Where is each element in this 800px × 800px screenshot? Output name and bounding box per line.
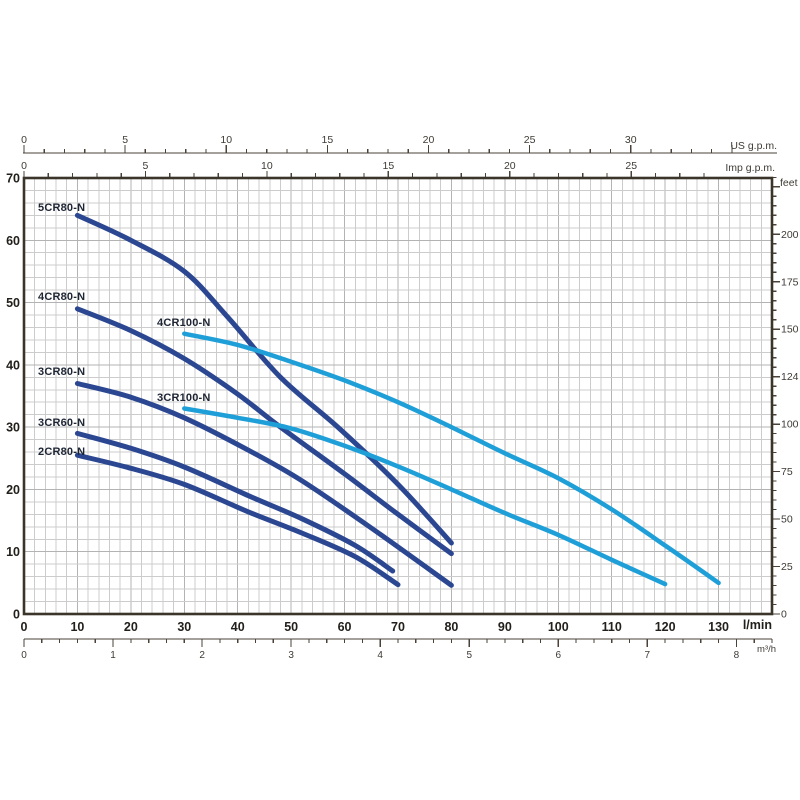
m3h-axis-unit-label: m³/h [757, 644, 776, 655]
tick-label: 100 [781, 419, 799, 431]
tick-label: 25 [781, 561, 793, 573]
tick-label: 0 [21, 650, 27, 661]
tick-label: 20 [504, 160, 516, 172]
tick-label: 120 [655, 620, 676, 634]
plot-border [22, 176, 774, 616]
tick-label: 90 [498, 620, 512, 634]
tick-label: 50 [284, 620, 298, 634]
tick-label: 5 [143, 160, 149, 172]
tick-label: 40 [231, 620, 245, 634]
m3h-axis: 0 1 2 3 4 5 6 7 8 [21, 638, 773, 661]
tick-label: 100 [548, 620, 569, 634]
tick-label: 1 [110, 650, 116, 661]
tick-label: 30 [177, 620, 191, 634]
tick-label: 124 [781, 371, 799, 383]
tick-label: 2 [199, 650, 205, 661]
tick-label: 10 [70, 620, 84, 634]
curve-label-4cr80n: 4CR80-N [38, 291, 86, 303]
curve-4CR80-N [74, 306, 454, 557]
tick-label: 0 [13, 608, 20, 622]
tick-label: 0 [21, 620, 28, 634]
curve-label-4cr100n: 4CR100-N [157, 317, 211, 329]
imp-gpm-axis-unit-label: Imp g.p.m. [725, 162, 775, 174]
tick-label: 30 [6, 421, 20, 435]
curve-3CR80-N [74, 381, 454, 588]
curve-3CR60-N [74, 430, 396, 574]
tick-label: 4 [377, 650, 383, 661]
tick-label: 20 [423, 134, 435, 146]
tick-label: 50 [781, 514, 793, 526]
tick-label: 15 [382, 160, 394, 172]
tick-label: 3 [288, 650, 294, 661]
tick-label: 15 [322, 134, 334, 146]
imp-gpm-axis: 0 5 10 15 20 25 [21, 160, 705, 177]
curve-label-3cr80n: 3CR80-N [38, 366, 86, 378]
curve-label-3cr60n: 3CR60-N [38, 417, 86, 429]
tick-label: 80 [444, 620, 458, 634]
tick-label: 10 [6, 545, 20, 559]
tick-label: 20 [124, 620, 138, 634]
tick-label: 175 [781, 276, 799, 288]
tick-label: 5 [122, 134, 128, 146]
lmin-axis-unit-label: l/min [742, 618, 772, 632]
tick-label: 40 [6, 358, 20, 372]
curve-label-2cr80n: 2CR80-N [38, 446, 86, 458]
tick-label: 7 [645, 650, 651, 661]
tick-label: 150 [781, 324, 799, 336]
tick-label: 25 [625, 160, 637, 172]
curve-label-5cr80n: 5CR80-N [38, 202, 86, 214]
tick-label: 75 [781, 466, 793, 478]
tick-label: 60 [338, 620, 352, 634]
tick-label: 50 [6, 296, 20, 310]
tick-label: 5 [466, 650, 472, 661]
tick-label: 30 [625, 134, 637, 146]
tick-label: 70 [6, 172, 20, 186]
tick-label: 0 [21, 160, 27, 172]
us-gpm-axis: 0 5 10 15 20 25 30 [21, 134, 777, 154]
us-gpm-axis-unit-label: US g.p.m. [730, 140, 777, 152]
tick-label: 20 [6, 483, 20, 497]
curve-label-3cr100n: 3CR100-N [157, 392, 211, 404]
tick-label: 70 [391, 620, 405, 634]
tick-label: 60 [6, 234, 20, 248]
tick-label: 0 [21, 134, 27, 146]
metre-axis: 0 10 20 30 40 50 60 70 [6, 172, 20, 622]
tick-label: 25 [524, 134, 536, 146]
tick-label: 10 [261, 160, 273, 172]
curve-3CR100-N [182, 406, 668, 587]
curve-5CR80-N [74, 212, 454, 546]
feet-axis-unit-label: feet [780, 177, 798, 189]
curve-2CR80-N [74, 452, 401, 588]
tick-label: 8 [734, 650, 740, 661]
tick-label: 6 [556, 650, 562, 661]
lmin-axis: 0 10 20 30 40 50 60 70 80 90 100 110 120 130 [21, 620, 730, 634]
curve-4CR100-N [182, 331, 721, 586]
tick-label: 0 [781, 609, 787, 621]
tick-label: 110 [602, 620, 622, 634]
pump-curves [74, 212, 721, 588]
tick-label: 130 [708, 620, 729, 634]
tick-label: 10 [220, 134, 232, 146]
feet-axis: 200 175 150 124 100 75 50 25 0 [772, 176, 799, 621]
tick-label: 200 [781, 229, 799, 241]
